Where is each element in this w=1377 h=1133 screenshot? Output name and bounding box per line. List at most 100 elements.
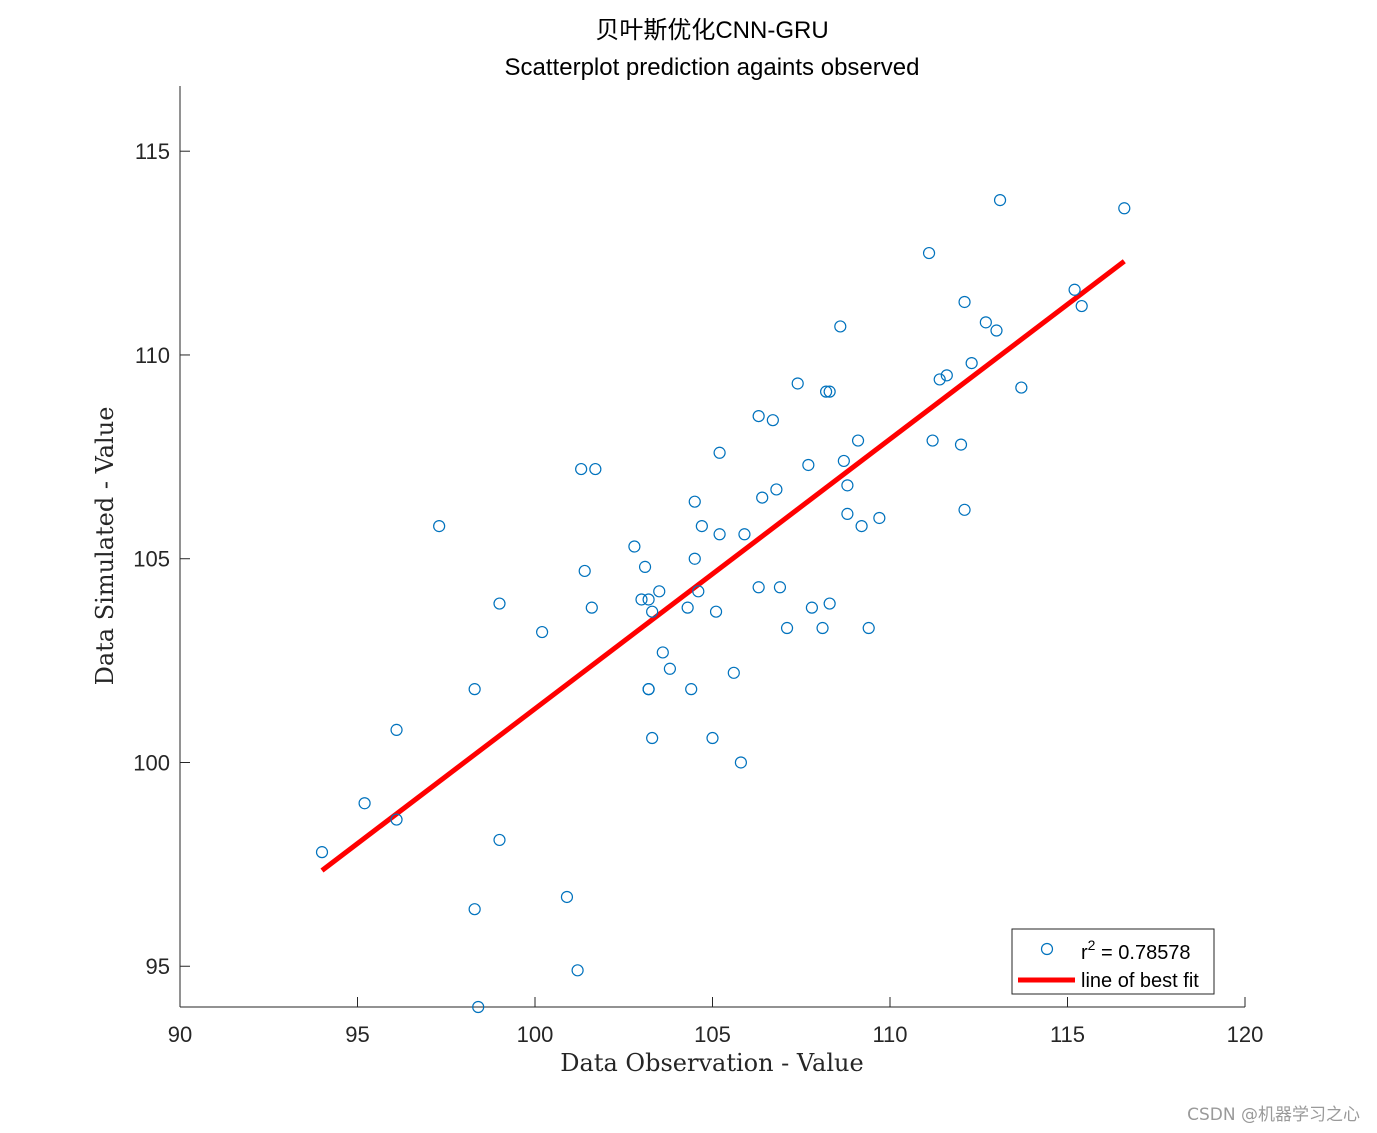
scatter-point bbox=[819, 385, 833, 398]
scatter-point bbox=[468, 903, 481, 916]
x-tick-label: 110 bbox=[872, 1022, 907, 1047]
scatter-point bbox=[979, 316, 992, 329]
scatter-point bbox=[734, 756, 748, 769]
scatter-point bbox=[780, 621, 794, 635]
x-tick-label: 115 bbox=[1050, 1022, 1085, 1047]
scatter-point bbox=[642, 683, 655, 696]
y-tick-label: 95 bbox=[146, 954, 170, 979]
scatter-point bbox=[685, 683, 698, 696]
scatter-points bbox=[315, 194, 1131, 1014]
scatter-point bbox=[770, 483, 783, 496]
scatter-point bbox=[578, 564, 591, 578]
scatter-point bbox=[628, 540, 641, 553]
scatter-point bbox=[837, 454, 850, 468]
scatter-point bbox=[851, 434, 865, 447]
x-tick-label: 120 bbox=[1227, 1022, 1264, 1047]
scatter-point bbox=[993, 194, 1007, 207]
scatter-point bbox=[738, 528, 751, 541]
y-axis-label: Data Simulated - Value bbox=[91, 407, 119, 686]
legend: r2 = 0.78578 line of best fit bbox=[1011, 928, 1215, 995]
scatter-point bbox=[940, 369, 953, 382]
scatter-point bbox=[663, 662, 677, 675]
scatter-point bbox=[560, 890, 574, 904]
scatter-point bbox=[688, 552, 701, 565]
scatter-point bbox=[926, 434, 939, 447]
scatter-point bbox=[823, 385, 836, 398]
x-tick-label: 100 bbox=[517, 1022, 554, 1047]
scatter-point bbox=[805, 601, 819, 614]
scatter-point bbox=[954, 438, 968, 451]
scatter-point bbox=[791, 377, 804, 390]
scatter-point bbox=[855, 520, 868, 533]
legend-scatter-label: r2 = 0.78578 bbox=[1081, 937, 1191, 964]
x-tick-label: 90 bbox=[168, 1022, 192, 1047]
scatter-point bbox=[922, 246, 936, 260]
scatter-point bbox=[752, 581, 765, 594]
best-fit-line bbox=[320, 259, 1126, 873]
y-tick-label: 105 bbox=[133, 547, 170, 572]
scatter-point bbox=[390, 813, 403, 826]
y-axis-ticks: 95 100 105 110 115 bbox=[133, 139, 190, 979]
scatter-point bbox=[823, 597, 836, 610]
scatter-point bbox=[571, 964, 584, 977]
scatter-point bbox=[585, 601, 598, 614]
scatter-point bbox=[1118, 202, 1131, 215]
y-tick-label: 110 bbox=[135, 343, 170, 368]
scatter-point bbox=[706, 731, 719, 745]
scatter-point bbox=[688, 495, 701, 508]
scatter-point bbox=[681, 601, 694, 614]
scatter-point bbox=[873, 511, 886, 525]
fit-line-layer bbox=[320, 259, 1126, 873]
scatter-point bbox=[642, 593, 655, 606]
scatter-point bbox=[390, 723, 403, 736]
scatter-point bbox=[646, 731, 659, 745]
legend-scatter-marker bbox=[1040, 942, 1054, 956]
scatter-point bbox=[692, 585, 705, 598]
scatter-point bbox=[990, 324, 1003, 337]
scatter-point bbox=[752, 409, 765, 423]
axes bbox=[179, 86, 1245, 1008]
scatter-point bbox=[841, 507, 854, 520]
scatter-point bbox=[727, 666, 740, 679]
watermark-text: CSDN @机器学习之心 bbox=[1187, 1105, 1360, 1125]
scatter-point bbox=[713, 446, 726, 459]
scatter-point bbox=[472, 1000, 485, 1014]
legend-scatter-label-prefix: r bbox=[1081, 942, 1088, 964]
scatter-point bbox=[958, 295, 971, 309]
legend-scatter-label-sup: 2 bbox=[1088, 937, 1096, 953]
scatter-point bbox=[958, 503, 971, 516]
scatter-point bbox=[713, 528, 726, 541]
legend-fit-label: line of best fit bbox=[1081, 970, 1199, 992]
scatter-point bbox=[646, 605, 659, 618]
scatter-point bbox=[635, 593, 648, 606]
scatter-point bbox=[358, 797, 371, 810]
scatter-point bbox=[766, 414, 779, 427]
x-axis-ticks: 90 95 100 105 110 115 120 bbox=[168, 997, 1264, 1047]
scatter-point bbox=[816, 621, 829, 635]
chart-title: 贝叶斯优化CNN-GRU bbox=[595, 17, 828, 44]
legend-box bbox=[1011, 928, 1215, 995]
scatter-point bbox=[802, 458, 815, 472]
legend-scatter-label-suffix: = 0.78578 bbox=[1095, 942, 1190, 964]
scatter-point bbox=[653, 585, 666, 598]
scatter-point bbox=[1075, 299, 1088, 313]
scatter-point bbox=[862, 621, 875, 635]
chart-subtitle: Scatterplot prediction againts observed bbox=[505, 54, 920, 81]
scatter-point bbox=[709, 605, 723, 618]
scatter-point bbox=[695, 520, 708, 533]
scatter-point bbox=[589, 462, 602, 476]
scatter-point bbox=[468, 683, 481, 696]
scatter-point bbox=[656, 646, 669, 659]
scatter-point bbox=[1015, 381, 1028, 394]
scatter-point bbox=[575, 462, 588, 476]
scatter-point bbox=[965, 357, 978, 370]
scatter-point bbox=[773, 581, 787, 594]
scatter-point bbox=[638, 560, 652, 573]
x-tick-label: 105 bbox=[694, 1022, 731, 1047]
scatter-point bbox=[433, 520, 446, 533]
scatter-point bbox=[1068, 283, 1081, 296]
scatter-point bbox=[315, 846, 329, 859]
scatter-point bbox=[493, 597, 506, 610]
y-tick-label: 100 bbox=[133, 750, 170, 775]
